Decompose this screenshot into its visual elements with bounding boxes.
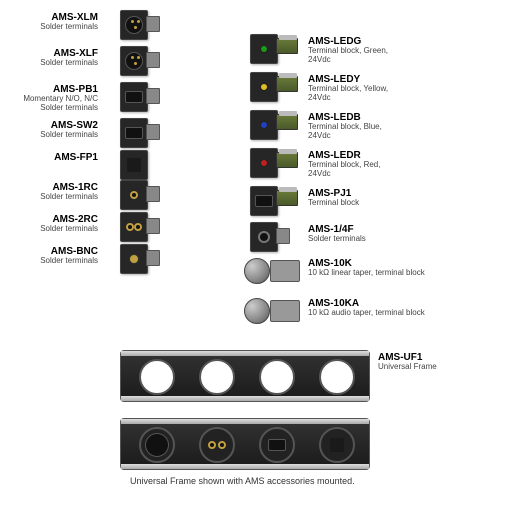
component-sw2 bbox=[120, 118, 148, 148]
label-sub-ledb: Terminal block, Blue,24Vdc bbox=[308, 123, 478, 141]
label-sub-pb1: Momentary N/O, N/CSolder terminals bbox=[0, 95, 98, 113]
component-ledg bbox=[250, 34, 278, 64]
label-bnc: AMS-BNCSolder terminals bbox=[0, 246, 98, 266]
frame-hole bbox=[199, 359, 235, 395]
label-sub-sw2: Solder terminals bbox=[0, 131, 98, 140]
label-sub-bnc: Solder terminals bbox=[0, 257, 98, 266]
label-2rc: AMS-2RCSolder terminals bbox=[0, 214, 98, 234]
bottom-caption: Universal Frame shown with AMS accessori… bbox=[130, 476, 355, 486]
label-sub-xlm: Solder terminals bbox=[0, 23, 98, 32]
label-title-fp1: AMS-FP1 bbox=[0, 152, 98, 163]
label-sub-ledy: Terminal block, Yellow,24Vdc bbox=[308, 85, 478, 103]
label-sub-10ka: 10 kΩ audio taper, terminal block bbox=[308, 309, 478, 318]
label-pj1: AMS-PJ1Terminal block bbox=[308, 188, 478, 208]
label-10k: AMS-10K10 kΩ linear taper, terminal bloc… bbox=[308, 258, 478, 278]
frame-hole-mounted bbox=[259, 427, 295, 463]
label-pb1: AMS-PB1Momentary N/O, N/CSolder terminal… bbox=[0, 84, 98, 113]
label-ledy: AMS-LEDYTerminal block, Yellow,24Vdc bbox=[308, 74, 478, 103]
frame-hole bbox=[319, 359, 355, 395]
universal-frame-mounted bbox=[120, 418, 370, 470]
label-sub-pj1: Terminal block bbox=[308, 199, 478, 208]
label-fp1: AMS-FP1 bbox=[0, 152, 98, 163]
component-xlf bbox=[120, 46, 148, 76]
label-10ka: AMS-10KA10 kΩ audio taper, terminal bloc… bbox=[308, 298, 478, 318]
component-1rc bbox=[120, 180, 148, 210]
universal-frame-empty bbox=[120, 350, 370, 402]
component-ledr bbox=[250, 148, 278, 178]
frame-hole bbox=[259, 359, 295, 395]
label-1rc: AMS-1RCSolder terminals bbox=[0, 182, 98, 202]
label-sub-xlf: Solder terminals bbox=[0, 59, 98, 68]
component-ledy bbox=[250, 72, 278, 102]
label-sub-10k: 10 kΩ linear taper, terminal block bbox=[308, 269, 478, 278]
label-sub-14f: Solder terminals bbox=[308, 235, 478, 244]
uf1-sub: Universal Frame bbox=[378, 363, 437, 372]
component-14f bbox=[250, 222, 278, 252]
label-sub-1rc: Solder terminals bbox=[0, 193, 98, 202]
label-xlm: AMS-XLMSolder terminals bbox=[0, 12, 98, 32]
frame-hole bbox=[139, 359, 175, 395]
component-pb1 bbox=[120, 82, 148, 112]
label-xlf: AMS-XLFSolder terminals bbox=[0, 48, 98, 68]
label-14f: AMS-1/4FSolder terminals bbox=[308, 224, 478, 244]
label-sub-2rc: Solder terminals bbox=[0, 225, 98, 234]
label-ledr: AMS-LEDRTerminal block, Red,24Vdc bbox=[308, 150, 478, 179]
component-ledb bbox=[250, 110, 278, 140]
label-sub-ledr: Terminal block, Red,24Vdc bbox=[308, 161, 478, 179]
frame-hole-mounted bbox=[199, 427, 235, 463]
label-ledg: AMS-LEDGTerminal block, Green,24Vdc bbox=[308, 36, 478, 65]
label-ledb: AMS-LEDBTerminal block, Blue,24Vdc bbox=[308, 112, 478, 141]
component-bnc bbox=[120, 244, 148, 274]
component-xlm bbox=[120, 10, 148, 40]
frame-hole-mounted bbox=[139, 427, 175, 463]
label-sw2: AMS-SW2Solder terminals bbox=[0, 120, 98, 140]
frame-hole-mounted bbox=[319, 427, 355, 463]
label-sub-ledg: Terminal block, Green,24Vdc bbox=[308, 47, 478, 65]
component-2rc bbox=[120, 212, 148, 242]
uf1-label: AMS-UF1 Universal Frame bbox=[378, 352, 437, 372]
component-fp1 bbox=[120, 150, 148, 180]
component-pj1 bbox=[250, 186, 278, 216]
